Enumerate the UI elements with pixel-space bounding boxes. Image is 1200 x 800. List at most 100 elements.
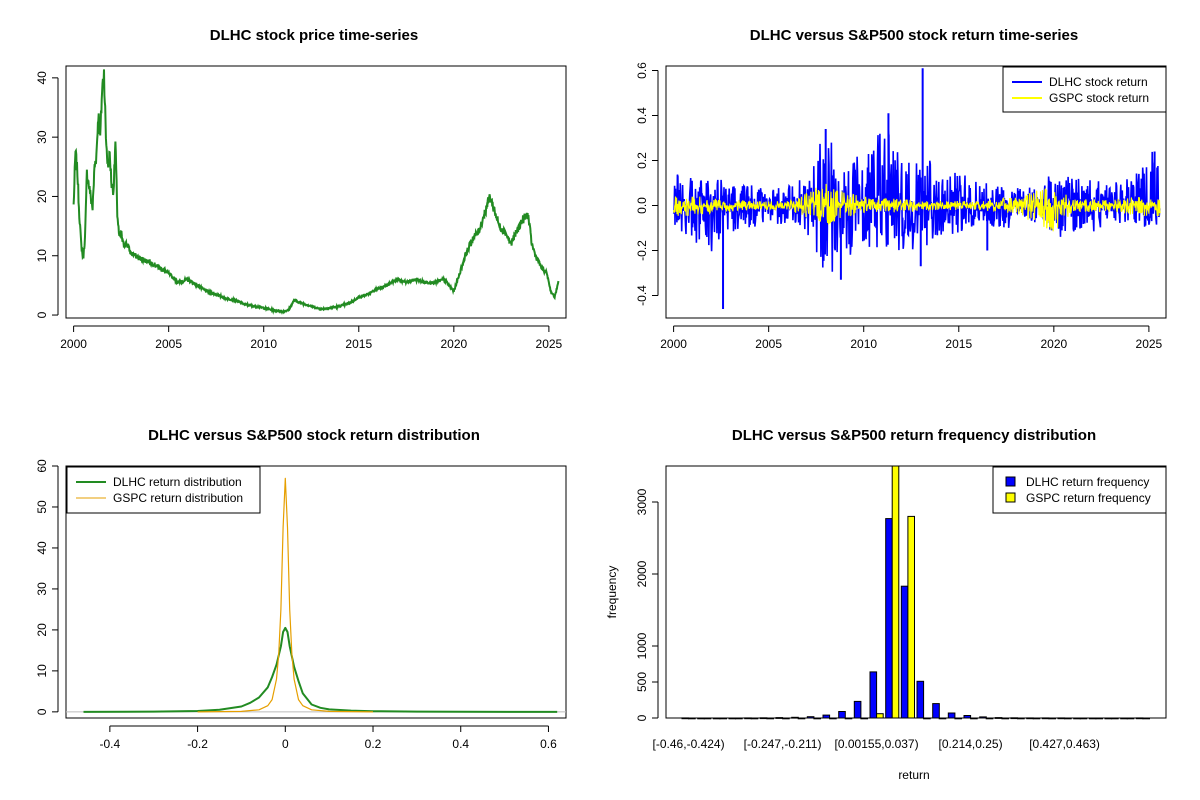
x-tick-label: 2010	[250, 337, 277, 351]
bar-gspc	[876, 713, 884, 719]
y-tick-label: -0.4	[635, 285, 649, 306]
x-category-label: [0.427,0.463)	[1029, 737, 1100, 751]
bar-gspc	[1064, 717, 1072, 720]
return-ts-legend-box	[1002, 66, 1167, 113]
density-legend-label-gspc: GSPC return distribution	[113, 491, 243, 505]
bar-gspc	[1017, 717, 1025, 720]
frequency-chart-title: DLHC versus S&P500 return frequency dist…	[732, 427, 1096, 444]
frequency-legend-box	[992, 466, 1167, 514]
price-chart-title: DLHC stock price time-series	[210, 27, 418, 44]
bar-dlhc	[963, 715, 972, 719]
bar-gspc	[1126, 717, 1135, 720]
frequency-y-axis-label: frequency	[605, 566, 619, 619]
bar-dlhc	[791, 716, 799, 719]
bar-dlhc	[822, 714, 831, 719]
y-tick-label: 10	[35, 664, 49, 678]
y-tick-label: 40	[35, 71, 49, 85]
bar-dlhc	[728, 717, 737, 720]
bar-gspc	[985, 717, 994, 720]
bar-gspc	[719, 717, 728, 720]
y-tick-label: 40	[35, 541, 49, 555]
bar-dlhc	[806, 716, 815, 719]
x-tick-label: 2020	[1040, 337, 1067, 351]
bar-gspc	[860, 717, 869, 720]
x-tick-label: 0.4	[452, 737, 469, 751]
density-plot-frame	[65, 465, 567, 719]
density-line-gspc	[197, 477, 374, 713]
bar-gspc	[923, 717, 931, 720]
bar-dlhc	[916, 680, 925, 719]
x-tick-label: 2000	[660, 337, 687, 351]
x-tick-label: -0.2	[187, 737, 208, 751]
bar-dlhc	[1120, 717, 1128, 720]
bar-dlhc	[1104, 717, 1113, 720]
x-tick-label: 2025	[1136, 337, 1163, 351]
bar-gspc	[797, 717, 806, 720]
bar-dlhc	[759, 717, 768, 720]
bar-dlhc	[932, 703, 940, 719]
panel-return-ts: DLHC versus S&P500 stock return time-ser…	[635, 27, 1167, 351]
x-tick-label: 0	[282, 737, 289, 751]
bar-dlhc	[681, 717, 690, 720]
x-tick-label: 2015	[945, 337, 972, 351]
x-tick-label: 2015	[345, 337, 372, 351]
y-tick-label: 0.4	[635, 107, 649, 124]
return-ts-plot-frame	[665, 65, 1167, 319]
y-tick-label: 30	[35, 582, 49, 596]
bar-gspc	[891, 465, 900, 719]
bar-dlhc	[869, 671, 878, 719]
y-tick-label: 3000	[635, 488, 649, 515]
y-tick-label: -0.2	[635, 240, 649, 261]
frequency-legend-key-gspc	[1005, 492, 1016, 503]
frequency-legend-label-gspc: GSPC return frequency	[1026, 491, 1151, 505]
density-chart-title: DLHC versus S&P500 stock return distribu…	[148, 427, 480, 444]
panel-frequency: DLHC versus S&P500 return frequency dist…	[605, 427, 1167, 782]
y-tick-label: 60	[35, 459, 49, 473]
x-tick-label: 2000	[60, 337, 87, 351]
bar-dlhc	[744, 717, 752, 720]
x-category-label: [0.00155,0.037)	[835, 737, 919, 751]
bar-dlhc	[838, 711, 846, 719]
bar-dlhc	[697, 717, 705, 720]
bar-gspc	[782, 717, 790, 720]
x-category-label: [-0.247,-0.211)	[744, 737, 822, 751]
bar-dlhc	[712, 717, 721, 720]
x-category-label: [-0.46,-0.424)	[653, 737, 725, 751]
bar-dlhc	[947, 712, 956, 719]
price-plot-frame	[65, 65, 567, 319]
bar-gspc	[735, 717, 743, 720]
y-tick-label: 50	[35, 500, 49, 514]
density-legend-label-dlhc: DLHC return distribution	[113, 475, 242, 489]
bar-dlhc	[1135, 717, 1144, 720]
series-line-gspc-return	[673, 183, 1161, 232]
bar-gspc	[1032, 717, 1041, 720]
frequency-legend: DLHC return frequency GSPC return freque…	[992, 466, 1167, 514]
y-tick-label: 20	[35, 623, 49, 637]
bar-dlhc	[853, 700, 862, 719]
x-tick-label: -0.4	[100, 737, 121, 751]
y-tick-label: 20	[35, 189, 49, 203]
bar-dlhc	[775, 717, 784, 719]
bar-dlhc	[900, 585, 909, 719]
bar-dlhc	[1026, 717, 1034, 720]
bar-dlhc	[1057, 717, 1066, 720]
y-tick-label: 0	[635, 714, 649, 721]
density-legend: DLHC return distribution GSPC return dis…	[66, 466, 261, 514]
return-ts-chart-title: DLHC versus S&P500 stock return time-ser…	[750, 27, 1078, 44]
density-legend-box	[66, 466, 261, 514]
bar-gspc	[1142, 717, 1151, 720]
y-tick-label: 10	[35, 249, 49, 263]
x-category-label: [0.214,0.25)	[939, 737, 1003, 751]
bar-dlhc	[1073, 717, 1081, 720]
bar-gspc	[954, 717, 963, 720]
density-line-dlhc	[83, 626, 558, 713]
x-tick-label: 2005	[755, 337, 782, 351]
x-tick-label: 2020	[440, 337, 467, 351]
bar-dlhc	[979, 716, 987, 719]
y-tick-label: 1000	[635, 632, 649, 659]
bar-gspc	[970, 717, 978, 720]
x-tick-label: 0.6	[540, 737, 557, 751]
bar-gspc	[1001, 717, 1010, 720]
x-tick-label: 0.2	[365, 737, 382, 751]
